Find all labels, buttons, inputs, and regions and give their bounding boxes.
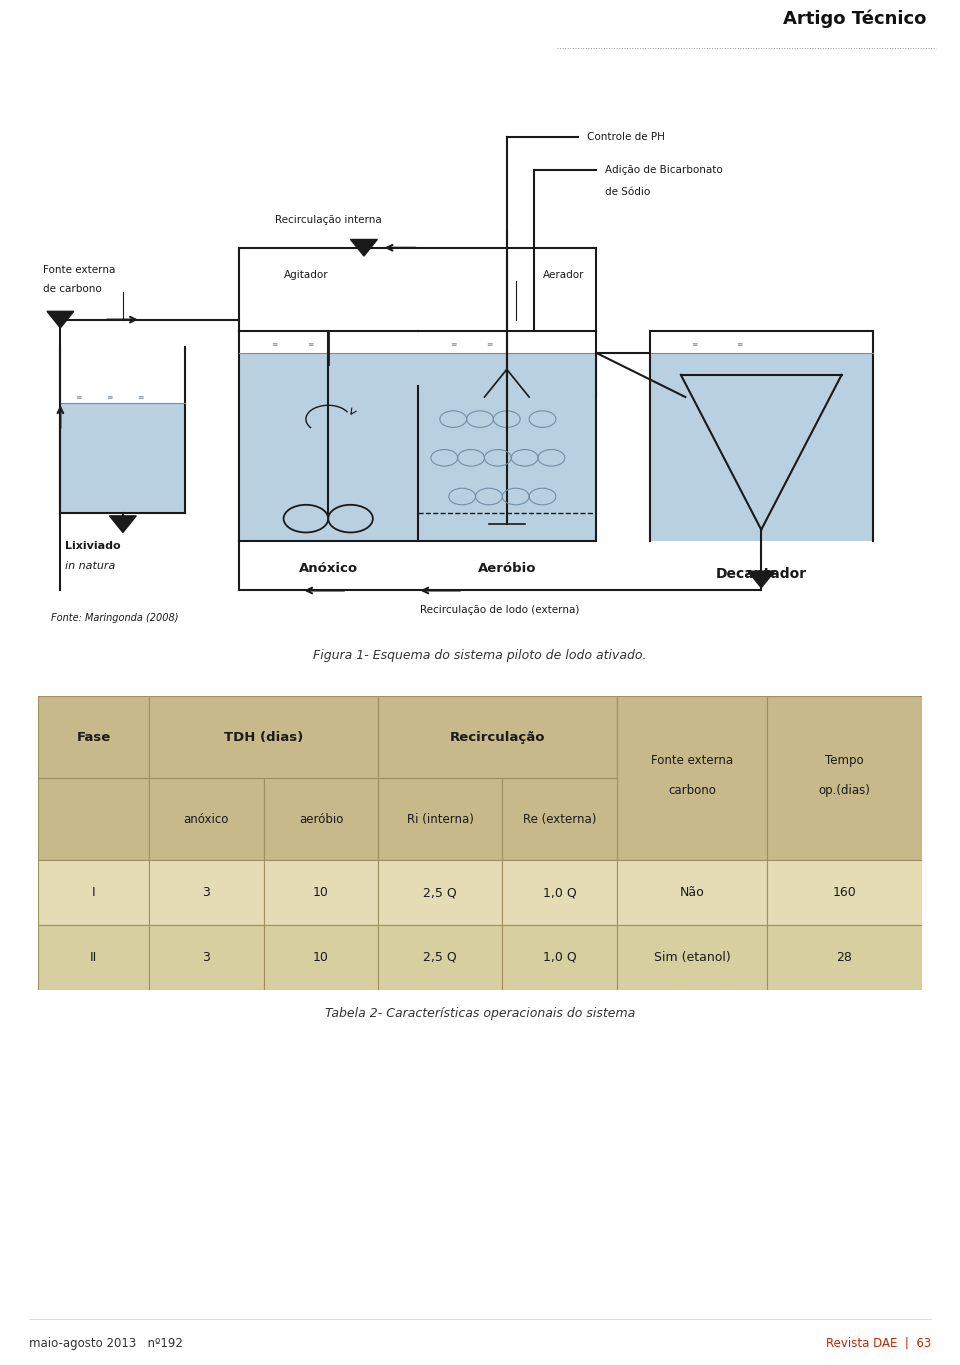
Text: 160: 160 — [832, 886, 856, 900]
Text: Revista DAE  |  63: Revista DAE | 63 — [826, 1336, 931, 1350]
Text: 2,5 Q: 2,5 Q — [423, 951, 457, 964]
Text: 28: 28 — [836, 951, 852, 964]
Text: ≡: ≡ — [137, 393, 144, 401]
Bar — [502, 860, 617, 925]
Text: ≡: ≡ — [735, 340, 742, 349]
Text: Aeróbio: Aeróbio — [477, 562, 536, 575]
Text: 10: 10 — [313, 951, 329, 964]
Text: de Sódio: de Sódio — [605, 187, 650, 198]
Bar — [149, 860, 264, 925]
Text: Tempo: Tempo — [825, 755, 864, 767]
Text: Sim (etanol): Sim (etanol) — [654, 951, 731, 964]
Text: 1,0 Q: 1,0 Q — [542, 886, 576, 900]
Text: carbono: carbono — [668, 784, 716, 797]
Text: Não: Não — [680, 886, 705, 900]
Bar — [378, 778, 502, 860]
Polygon shape — [47, 311, 74, 328]
Text: 3: 3 — [203, 951, 210, 964]
Text: Fase: Fase — [77, 730, 110, 744]
Text: I: I — [92, 886, 95, 900]
Text: in natura: in natura — [65, 561, 115, 571]
Text: op.(dias): op.(dias) — [818, 784, 871, 797]
Bar — [418, 352, 596, 541]
Text: Tabela 2- Características operacionais do sistema: Tabela 2- Características operacionais d… — [324, 1007, 636, 1020]
Polygon shape — [109, 516, 136, 532]
Text: 2,5 Q: 2,5 Q — [423, 886, 457, 900]
Text: Agitador: Agitador — [283, 270, 328, 280]
Bar — [650, 352, 873, 541]
Text: maio-agosto 2013   nº192: maio-agosto 2013 nº192 — [29, 1336, 182, 1350]
Text: Aerador: Aerador — [542, 270, 584, 280]
Bar — [502, 925, 617, 990]
Bar — [38, 696, 149, 778]
Text: Ri (interna): Ri (interna) — [407, 814, 473, 826]
Text: aeróbio: aeróbio — [299, 814, 344, 826]
Text: 10: 10 — [313, 886, 329, 900]
Text: Adição de Bicarbonato: Adição de Bicarbonato — [605, 165, 723, 175]
Bar — [767, 696, 922, 860]
Bar — [38, 778, 149, 860]
Text: TDH (dias): TDH (dias) — [224, 730, 303, 744]
Bar — [378, 860, 502, 925]
Text: Fonte externa: Fonte externa — [42, 265, 115, 274]
Text: Controle de PH: Controle de PH — [588, 132, 665, 142]
Text: II: II — [90, 951, 97, 964]
Text: ≡: ≡ — [486, 340, 492, 349]
Bar — [617, 860, 767, 925]
Bar — [767, 925, 922, 990]
Text: Decantador: Decantador — [715, 566, 806, 581]
Text: 3: 3 — [203, 886, 210, 900]
Text: ≡: ≡ — [691, 340, 698, 349]
Text: Lixiviado: Lixiviado — [65, 542, 120, 551]
Text: ≡: ≡ — [450, 340, 456, 349]
Bar — [264, 778, 378, 860]
Text: Anóxico: Anóxico — [299, 562, 358, 575]
Bar — [149, 696, 378, 778]
Text: Recirculação: Recirculação — [450, 730, 545, 744]
Text: 1,0 Q: 1,0 Q — [542, 951, 576, 964]
Bar — [38, 860, 149, 925]
Bar — [239, 352, 418, 541]
Bar — [38, 925, 149, 990]
Bar — [60, 403, 185, 513]
Bar — [378, 696, 617, 778]
Polygon shape — [350, 239, 377, 257]
Bar — [617, 696, 767, 860]
Bar — [149, 925, 264, 990]
Bar — [264, 925, 378, 990]
Bar — [767, 860, 922, 925]
Bar — [264, 860, 378, 925]
Text: Artigo Técnico: Artigo Técnico — [783, 10, 926, 27]
Text: Figura 1- Esquema do sistema piloto de lodo ativado.: Figura 1- Esquema do sistema piloto de l… — [313, 648, 647, 662]
Bar — [617, 925, 767, 990]
Bar — [149, 778, 264, 860]
Text: Recirculação interna: Recirculação interna — [275, 216, 381, 225]
Bar — [378, 925, 502, 990]
Text: ≡: ≡ — [272, 340, 277, 349]
Text: Recirculação de lodo (externa): Recirculação de lodo (externa) — [420, 605, 580, 614]
Text: de carbono: de carbono — [42, 284, 101, 295]
Bar — [502, 778, 617, 860]
Text: anóxico: anóxico — [183, 814, 228, 826]
Text: ≡: ≡ — [107, 393, 112, 401]
Text: ≡: ≡ — [75, 393, 82, 401]
Text: Re (externa): Re (externa) — [523, 814, 596, 826]
Text: ≡: ≡ — [307, 340, 314, 349]
Text: Fonte externa: Fonte externa — [651, 755, 733, 767]
Polygon shape — [748, 571, 775, 588]
Text: Fonte: Maringonda (2008): Fonte: Maringonda (2008) — [52, 613, 179, 624]
